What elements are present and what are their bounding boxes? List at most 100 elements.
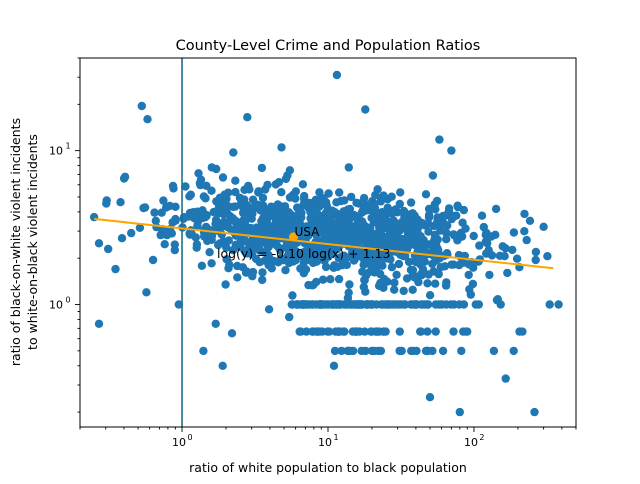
data-point [135, 223, 145, 232]
data-point [329, 231, 338, 240]
data-point [387, 263, 397, 272]
data-point [491, 204, 501, 214]
data-point [102, 199, 111, 208]
data-point [421, 346, 431, 356]
data-point [287, 253, 297, 262]
data-point [193, 221, 202, 230]
data-point [288, 300, 297, 309]
data-point [367, 213, 376, 223]
data-point [104, 244, 113, 254]
data-point [431, 279, 440, 288]
data-point [159, 196, 168, 205]
data-point [264, 239, 273, 248]
data-point [509, 228, 519, 237]
data-point [300, 201, 309, 210]
data-point [244, 181, 253, 191]
data-point [211, 226, 221, 235]
data-point [333, 327, 343, 336]
data-point [214, 203, 224, 212]
data-point [354, 237, 363, 246]
data-point [170, 240, 179, 249]
data-point [185, 192, 194, 201]
data-point [211, 319, 220, 328]
data-point [260, 218, 270, 227]
data-point [231, 176, 240, 185]
data-point [414, 245, 423, 254]
x-tick-exponent: 1 [333, 433, 338, 442]
data-point [323, 327, 332, 336]
data-point [370, 248, 380, 258]
data-point [352, 248, 361, 257]
data-point [421, 190, 431, 199]
data-point [355, 327, 364, 336]
data-point [321, 198, 331, 207]
data-point [442, 235, 451, 244]
data-point [243, 113, 252, 122]
data-point [515, 327, 524, 336]
y-axis-label-line1: ratio of black-on-white violent incident… [8, 118, 23, 366]
data-point [378, 300, 388, 309]
data-point [165, 201, 174, 211]
data-point [148, 255, 158, 265]
data-point [365, 260, 375, 269]
data-point [280, 230, 289, 240]
data-point [461, 224, 470, 233]
data-point [228, 246, 238, 255]
data-point [344, 163, 353, 172]
data-point [258, 275, 267, 285]
data-point [278, 220, 287, 229]
data-point [440, 262, 450, 271]
data-point [300, 191, 309, 201]
data-point [199, 232, 209, 241]
data-point [150, 208, 159, 217]
data-point [371, 190, 380, 200]
trend-equation-label: log(y) = -0.10 log(x) + 1.13 [217, 246, 390, 261]
data-point [424, 210, 434, 220]
data-point [508, 245, 517, 255]
data-point [412, 346, 421, 356]
data-point [307, 227, 316, 236]
data-point [344, 288, 353, 297]
data-point [326, 275, 335, 284]
data-point [406, 198, 416, 207]
data-point [207, 186, 216, 195]
data-point [457, 346, 466, 356]
data-point [402, 274, 412, 283]
data-point [227, 329, 237, 338]
data-point [496, 300, 505, 309]
data-point [364, 237, 374, 246]
data-point [447, 146, 456, 155]
data-point [359, 260, 368, 269]
data-point [264, 261, 273, 270]
y-tick-label: 10 [49, 145, 63, 158]
data-point [194, 169, 203, 178]
data-point [199, 192, 209, 201]
data-point [199, 346, 208, 356]
data-point [230, 225, 240, 234]
data-point [410, 300, 419, 309]
x-tick-label: 10 [172, 436, 186, 449]
data-point [423, 327, 432, 336]
data-point [254, 188, 263, 197]
trend-line [94, 217, 554, 270]
data-point [94, 239, 104, 248]
data-point [520, 227, 529, 236]
data-point [428, 171, 438, 180]
data-point [375, 257, 384, 266]
data-point [430, 200, 439, 209]
data-point [388, 300, 397, 309]
data-point [297, 208, 306, 218]
data-point [525, 216, 535, 225]
data-point [417, 220, 426, 229]
data-point [343, 222, 353, 231]
data-point [212, 164, 221, 174]
data-point [300, 226, 310, 235]
data-point [274, 178, 284, 187]
data-point [361, 287, 370, 296]
data-point [371, 207, 380, 217]
data-point [219, 210, 228, 219]
data-point [543, 252, 552, 261]
data-point [441, 300, 451, 309]
data-point [111, 264, 120, 274]
